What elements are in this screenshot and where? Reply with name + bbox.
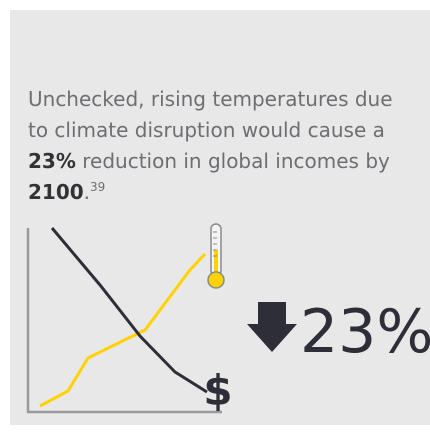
income-line bbox=[50, 227, 208, 394]
statement-text: . bbox=[83, 180, 91, 204]
statement-text: Unchecked, rising temperatures due to cl… bbox=[28, 87, 393, 142]
statement: Unchecked, rising temperatures due to cl… bbox=[28, 84, 400, 208]
temperature-line bbox=[39, 252, 207, 408]
statement-year: 2100 bbox=[28, 180, 84, 204]
panel bbox=[10, 10, 430, 425]
statement-text: reduction in global incomes by bbox=[75, 149, 390, 173]
currency-symbol: $ bbox=[203, 366, 232, 415]
stat: 23% bbox=[300, 297, 430, 367]
footnote: 39 bbox=[90, 180, 106, 194]
down-arrow bbox=[247, 302, 297, 352]
thermometer bbox=[207, 223, 225, 289]
statement-highlight: 23% bbox=[28, 149, 76, 173]
